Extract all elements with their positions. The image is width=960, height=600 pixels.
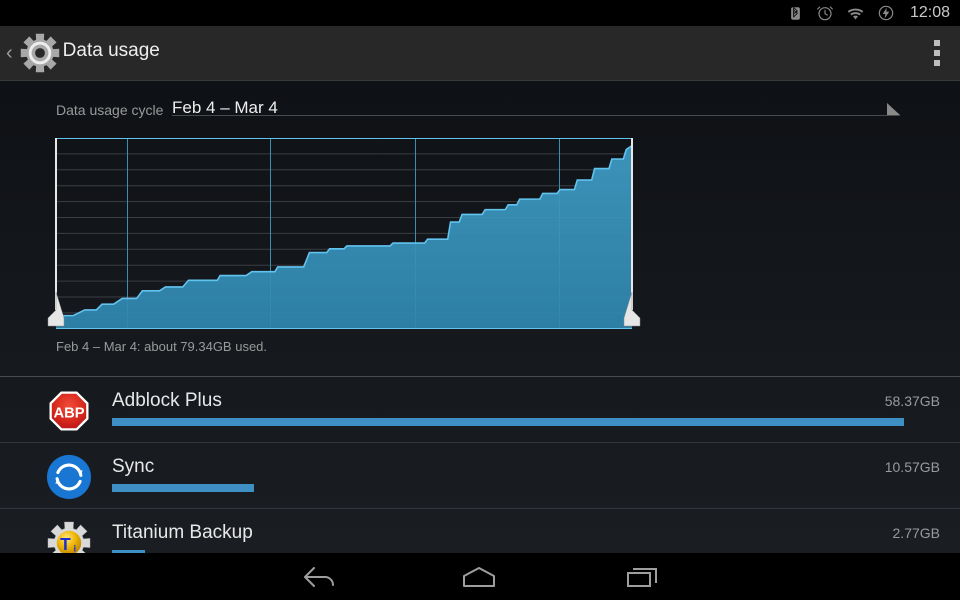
svg-text:ABP: ABP [53,405,84,421]
svg-text:T: T [60,534,71,554]
